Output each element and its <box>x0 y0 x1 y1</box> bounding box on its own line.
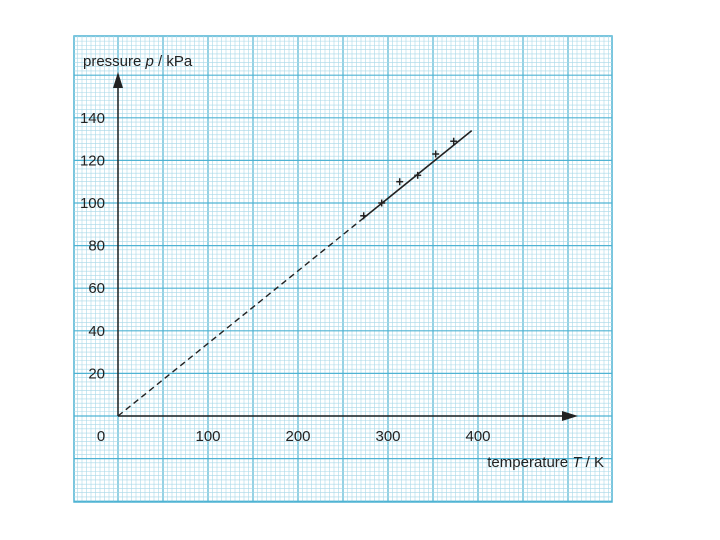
x-axis-label-symbol: T <box>572 454 583 471</box>
grid <box>74 36 612 502</box>
data-point <box>432 150 440 158</box>
x-axis-label: temperature T / K <box>487 454 604 471</box>
x-axis-arrow-icon <box>562 411 578 421</box>
y-tick-label: 140 <box>80 110 105 127</box>
extrapolation-dashed-line <box>117 217 365 417</box>
y-tick-label: 100 <box>80 195 105 212</box>
data-point <box>360 212 368 220</box>
y-tick-label: 20 <box>88 365 105 382</box>
x-tick-label: 400 <box>465 428 490 445</box>
y-axis-label-prefix: pressure <box>83 53 146 70</box>
x-axis-label-prefix: temperature <box>487 454 572 471</box>
data-point <box>414 171 422 179</box>
y-tick-label: 40 <box>88 323 105 340</box>
axes <box>113 72 578 421</box>
data-point <box>378 199 386 207</box>
y-axis-label: pressure p / kPa <box>83 53 193 70</box>
x-tick-label: 0 <box>97 428 105 445</box>
data-point <box>450 137 458 145</box>
x-axis-label-suffix: / K <box>581 454 604 471</box>
x-tick-label: 100 <box>195 428 220 445</box>
y-tick-label: 60 <box>88 280 105 297</box>
y-axis-label-symbol: p <box>145 53 154 70</box>
y-tick-label: 80 <box>88 238 105 255</box>
tick-labels: 0 100 200 300 400 20 40 60 80 100 120 140 <box>80 110 491 445</box>
data-point <box>396 178 404 186</box>
x-tick-label: 200 <box>285 428 310 445</box>
x-tick-label: 300 <box>375 428 400 445</box>
y-axis-arrow-icon <box>113 72 123 88</box>
y-axis-label-suffix: / kPa <box>154 53 193 70</box>
y-tick-label: 120 <box>80 152 105 169</box>
data-points <box>360 137 458 220</box>
